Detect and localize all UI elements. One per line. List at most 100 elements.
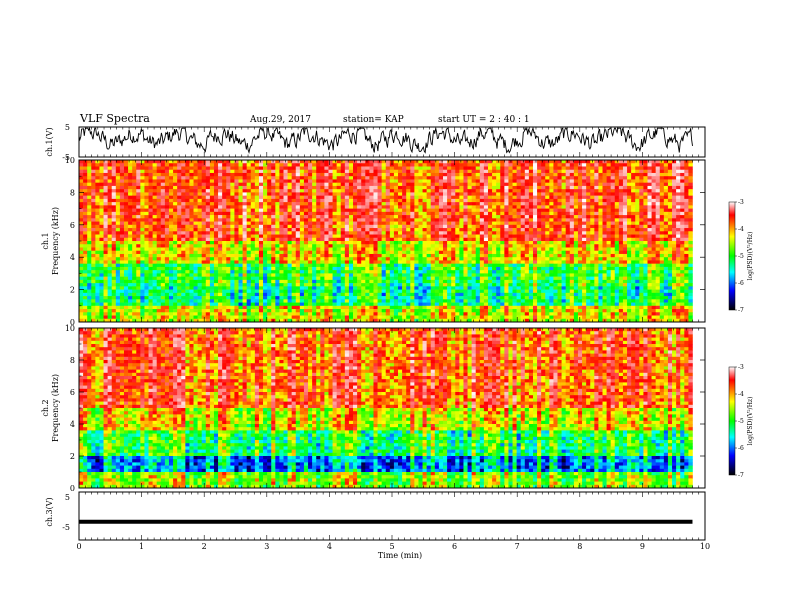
spectrogram-cell — [213, 185, 219, 190]
spectrogram-cell — [614, 253, 620, 258]
spectrogram-cell — [246, 211, 252, 216]
spectrogram-cell — [263, 182, 268, 187]
spectrogram-cell — [222, 211, 227, 216]
spectrogram-cell — [496, 263, 501, 268]
spectrogram-cell — [426, 185, 432, 190]
spectrogram-cell — [483, 237, 489, 242]
spectrogram-cell — [119, 253, 125, 258]
spectrogram-cell — [267, 160, 272, 164]
spectrogram-cell — [594, 182, 599, 187]
spectrogram-cell — [496, 179, 501, 183]
spectrogram-cell — [622, 234, 628, 239]
spectrogram-cell — [177, 198, 182, 203]
spectrogram-cell — [471, 179, 477, 183]
spectrogram-cell — [234, 195, 239, 200]
spectrogram-cell — [398, 221, 403, 226]
spectrogram-cell — [353, 160, 358, 164]
spectrogram-cell — [128, 198, 133, 203]
spectrogram-cell — [156, 202, 162, 206]
spectrogram-cell — [545, 205, 550, 209]
spectrogram-cell — [275, 234, 280, 239]
spectrogram-cell — [496, 241, 501, 245]
spectrogram-cell — [455, 176, 460, 180]
spectrogram-cell — [602, 257, 607, 261]
spectrogram-cell — [218, 208, 223, 213]
spectrogram-cell — [602, 189, 607, 193]
spectrogram-cell — [410, 244, 415, 248]
spectrogram-cell — [140, 205, 145, 209]
spectrogram-cell — [565, 160, 571, 164]
spectrogram-cell — [610, 215, 616, 219]
spectrogram-cell — [622, 211, 628, 216]
spectrogram-cell — [115, 237, 121, 242]
spectrogram-cell — [79, 176, 84, 180]
spectrogram-cell — [263, 234, 268, 239]
spectrogram-cell — [258, 253, 264, 258]
spectrogram-cell — [205, 172, 211, 177]
spectrogram-cell — [610, 234, 616, 239]
spectrogram-cell — [569, 221, 575, 226]
spectrogram-cell — [594, 163, 599, 167]
spectrogram-cell — [393, 166, 399, 171]
spectrogram-cell — [667, 192, 673, 196]
spectrogram-cell — [365, 169, 370, 174]
spectrogram-cell — [643, 237, 648, 242]
spectrogram-cell — [443, 195, 448, 200]
spectrogram-cell — [463, 208, 468, 213]
spectrogram-cell — [393, 185, 399, 190]
spectrogram-cell — [91, 172, 96, 177]
spectrogram-cell — [246, 198, 252, 203]
spectrogram-cell — [336, 218, 342, 222]
spectrogram-cell — [426, 234, 432, 239]
spectrogram-cell — [83, 169, 88, 174]
spectrogram-cell — [549, 205, 554, 209]
spectrogram-cell — [492, 211, 497, 216]
spectrogram-cell — [275, 192, 280, 196]
spectrogram-cell — [230, 172, 235, 177]
spectrogram-cell — [561, 228, 566, 232]
spectrogram-cell — [451, 166, 456, 171]
spectrogram-cell — [308, 257, 313, 261]
spectrogram-cell — [381, 221, 387, 226]
spectrogram-cell — [672, 163, 677, 167]
spectrogram-cell — [144, 263, 149, 268]
spectrogram-cell — [357, 263, 362, 268]
spectrogram-cell — [209, 247, 215, 252]
spectrogram-cell — [295, 228, 301, 232]
spectrogram-cell — [377, 189, 382, 193]
spectrogram-cell — [475, 250, 481, 255]
spectrogram-cell — [565, 189, 571, 193]
spectrogram-cell — [156, 215, 162, 219]
spectrogram-cell — [451, 198, 456, 203]
spectrogram-cell — [267, 185, 272, 190]
spectrogram-cell — [201, 211, 207, 216]
spectrogram-cell — [393, 182, 399, 187]
spectrogram-cell — [684, 202, 689, 206]
spectrogram-cell — [103, 166, 108, 171]
spectrogram-cell — [316, 234, 321, 239]
spectrogram-cell — [504, 253, 509, 258]
spectrogram-cell — [512, 228, 517, 232]
spectrogram-cell — [532, 160, 538, 164]
spectrogram-cell — [348, 205, 354, 209]
spectrogram-cell — [246, 192, 252, 196]
spectrogram-cell — [140, 244, 145, 248]
spectrogram-cell — [238, 257, 243, 261]
spectrogram-cell — [684, 166, 689, 171]
spectrogram-cell — [598, 218, 603, 222]
spectrogram-cell — [213, 202, 219, 206]
spectrogram-cell — [537, 160, 542, 164]
ch1-waveform-panel: 5 -5 ch.1(V) — [45, 123, 706, 162]
spectrogram-cell — [565, 208, 571, 213]
spectrogram-cell — [389, 253, 395, 258]
spectrogram-cell — [438, 241, 444, 245]
spectrogram-cell — [541, 205, 546, 209]
spectrogram-cell — [222, 221, 227, 226]
spectrogram-cell — [590, 263, 595, 268]
spectrogram-cell — [639, 185, 644, 190]
spectrogram-cell — [590, 234, 595, 239]
spectrogram-cell — [258, 215, 264, 219]
spectrogram-cell — [659, 244, 665, 248]
spectrogram-cell — [369, 244, 374, 248]
spectrogram-cell — [651, 253, 656, 258]
